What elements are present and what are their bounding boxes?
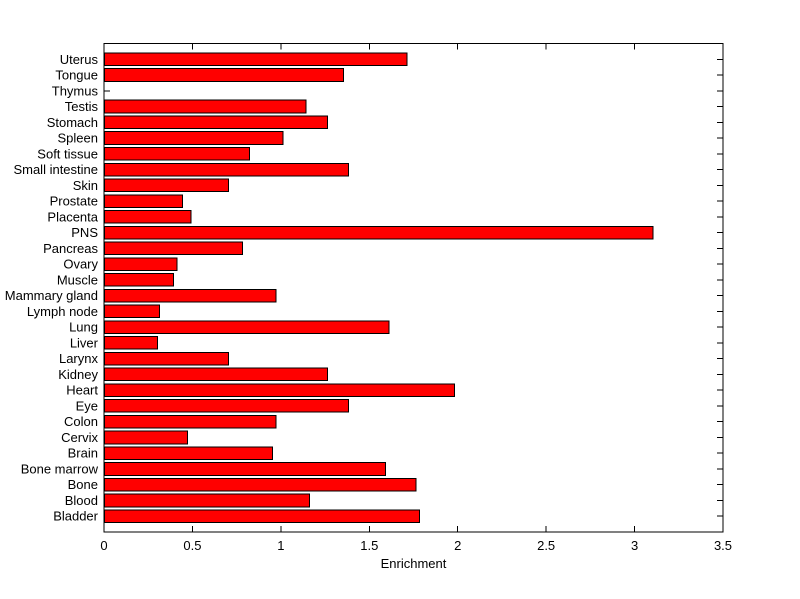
bar [104, 131, 284, 145]
bar [104, 115, 328, 130]
category-label: PNS [71, 225, 98, 240]
bar [104, 68, 344, 82]
x-tick-label: 2.5 [537, 538, 555, 553]
bar [104, 288, 277, 303]
x-tick-label: 3.5 [714, 538, 732, 553]
category-label: Stomach [47, 115, 98, 130]
bar [104, 257, 178, 271]
category-label: Kidney [58, 367, 98, 382]
category-label: Brain [68, 446, 98, 461]
category-label: Placenta [47, 209, 98, 224]
category-label: Liver [70, 335, 99, 350]
category-label: Lymph node [27, 304, 98, 319]
category-label: Bone [68, 477, 98, 492]
bar [104, 430, 189, 445]
bar [104, 304, 160, 319]
category-label: Skin [73, 178, 98, 193]
bar [104, 162, 350, 177]
bar [104, 320, 390, 334]
category-label: Mammary gland [5, 288, 98, 303]
category-label: Tongue [55, 68, 98, 83]
category-label: Spleen [58, 131, 98, 146]
x-tick-label: 0 [100, 538, 107, 553]
bar [104, 351, 229, 366]
bar [104, 225, 654, 240]
category-label: Colon [64, 414, 98, 429]
bar [104, 194, 183, 208]
category-label: Uterus [60, 52, 99, 67]
category-label: Small intestine [13, 162, 98, 177]
category-label: Testis [65, 99, 99, 114]
category-label: Eye [76, 398, 98, 413]
bar [104, 509, 420, 524]
x-tick-label: 1.5 [360, 538, 378, 553]
x-tick-label: 2 [454, 538, 461, 553]
category-label: Soft tissue [37, 146, 98, 161]
category-label: Bone marrow [21, 461, 99, 476]
category-label: Thymus [52, 83, 99, 98]
x-axis-label: Enrichment [381, 556, 447, 571]
bar [104, 52, 408, 67]
category-label: Prostate [50, 194, 98, 209]
bar [104, 178, 229, 193]
bar [104, 493, 311, 508]
bar [104, 477, 417, 492]
bar [104, 336, 159, 350]
category-label: Larynx [59, 351, 99, 366]
x-tick-label: 3 [631, 538, 638, 553]
x-tick-label: 1 [277, 538, 284, 553]
bar [104, 367, 328, 382]
bar [104, 462, 387, 476]
bar [104, 383, 456, 397]
bar [104, 147, 251, 161]
category-label: Muscle [57, 272, 98, 287]
bar [104, 210, 192, 224]
x-tick-label: 0.5 [183, 538, 201, 553]
bar [104, 273, 174, 287]
bar [104, 414, 277, 429]
category-label: Pancreas [43, 241, 98, 256]
category-label: Blood [65, 493, 98, 508]
bar [104, 99, 307, 114]
category-label: Cervix [61, 430, 98, 445]
bar [104, 399, 350, 413]
category-label: Heart [66, 383, 98, 398]
category-label: Ovary [63, 257, 98, 272]
bar [104, 241, 243, 256]
category-label: Bladder [53, 509, 98, 524]
category-label: Lung [69, 320, 98, 335]
bar [104, 446, 274, 461]
